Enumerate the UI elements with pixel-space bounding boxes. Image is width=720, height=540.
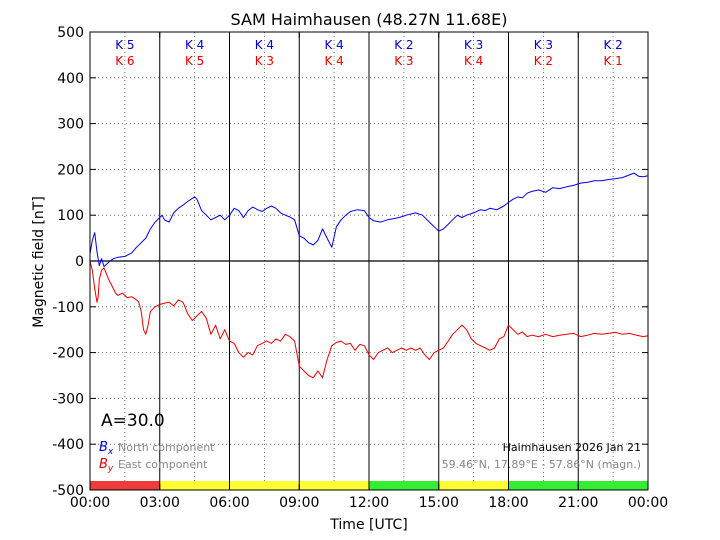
- x-tick-label: 15:00: [419, 495, 459, 511]
- x-tick-label: 03:00: [140, 495, 180, 511]
- k-index-label: K 4: [185, 38, 204, 52]
- x-tick-label: 12:00: [349, 495, 389, 511]
- activity-bar-segment: [438, 481, 509, 490]
- y-tick-label: 300: [57, 117, 84, 133]
- legend-symbol: By: [99, 457, 114, 474]
- y-tick-label: -500: [52, 483, 84, 499]
- x-axis-label: Time [UTC]: [329, 517, 407, 533]
- series-line-by: [89, 260, 649, 379]
- x-tick-label: 09:00: [279, 495, 319, 511]
- k-index-label: K 4: [324, 54, 343, 68]
- activity-bar-segment: [369, 481, 439, 490]
- k-index-label: K 3: [255, 54, 274, 68]
- activity-bar-segment: [508, 481, 579, 490]
- k-index-label: K 5: [115, 38, 134, 52]
- k-index-label: K 4: [324, 38, 343, 52]
- a-index-label: A=30.0: [101, 411, 165, 431]
- x-tick-label: 21:00: [558, 495, 598, 511]
- activity-bar-segment: [90, 481, 160, 490]
- k-index-label: K 5: [185, 54, 204, 68]
- x-tick-label: 18:00: [488, 495, 528, 511]
- k-index-label: K 6: [115, 54, 134, 68]
- k-index-label: K 2: [394, 38, 413, 52]
- y-axis-label: Magnetic field [nT]: [31, 196, 47, 328]
- x-tick-label: 06:00: [209, 495, 249, 511]
- activity-bar-segment: [159, 481, 230, 490]
- station-date-label: Haimhausen 2026 Jan 21: [503, 441, 641, 454]
- k-index-label: K 1: [603, 54, 622, 68]
- y-tick-label: -200: [52, 346, 84, 362]
- y-tick-label: 500: [57, 25, 84, 41]
- k-index-label: K 3: [534, 38, 553, 52]
- x-tick-label: 00:00: [70, 495, 110, 511]
- legend-by-label: East component: [118, 458, 208, 471]
- y-tick-label: 100: [57, 208, 84, 224]
- chart-title: SAM Haimhausen (48.27N 11.68E): [231, 10, 508, 29]
- y-tick-label: 0: [75, 254, 84, 270]
- k-index-label: K 4: [464, 54, 483, 68]
- activity-bar-segment: [578, 481, 648, 490]
- coordinates-label: 59.46°N, 17.89°E - 57.86°N (magn.): [442, 458, 641, 471]
- k-index-label: K 4: [255, 38, 274, 52]
- k-index-label: K 3: [394, 54, 413, 68]
- y-tick-label: -300: [52, 391, 84, 407]
- legend-bx-label: North component: [118, 441, 215, 454]
- k-index-label: K 2: [534, 54, 553, 68]
- activity-bar-segment: [299, 481, 369, 490]
- k-index-label: K 2: [603, 38, 622, 52]
- y-tick-label: -100: [52, 300, 84, 316]
- legend-symbol: Bx: [99, 440, 114, 457]
- k-index-label: K 3: [464, 38, 483, 52]
- y-tick-label: 400: [57, 71, 84, 87]
- y-tick-label: 200: [57, 162, 84, 178]
- activity-bar-segment: [229, 481, 300, 490]
- y-tick-label: -400: [52, 437, 84, 453]
- x-tick-label: 00:00: [628, 495, 668, 511]
- series-line-bx: [89, 172, 649, 267]
